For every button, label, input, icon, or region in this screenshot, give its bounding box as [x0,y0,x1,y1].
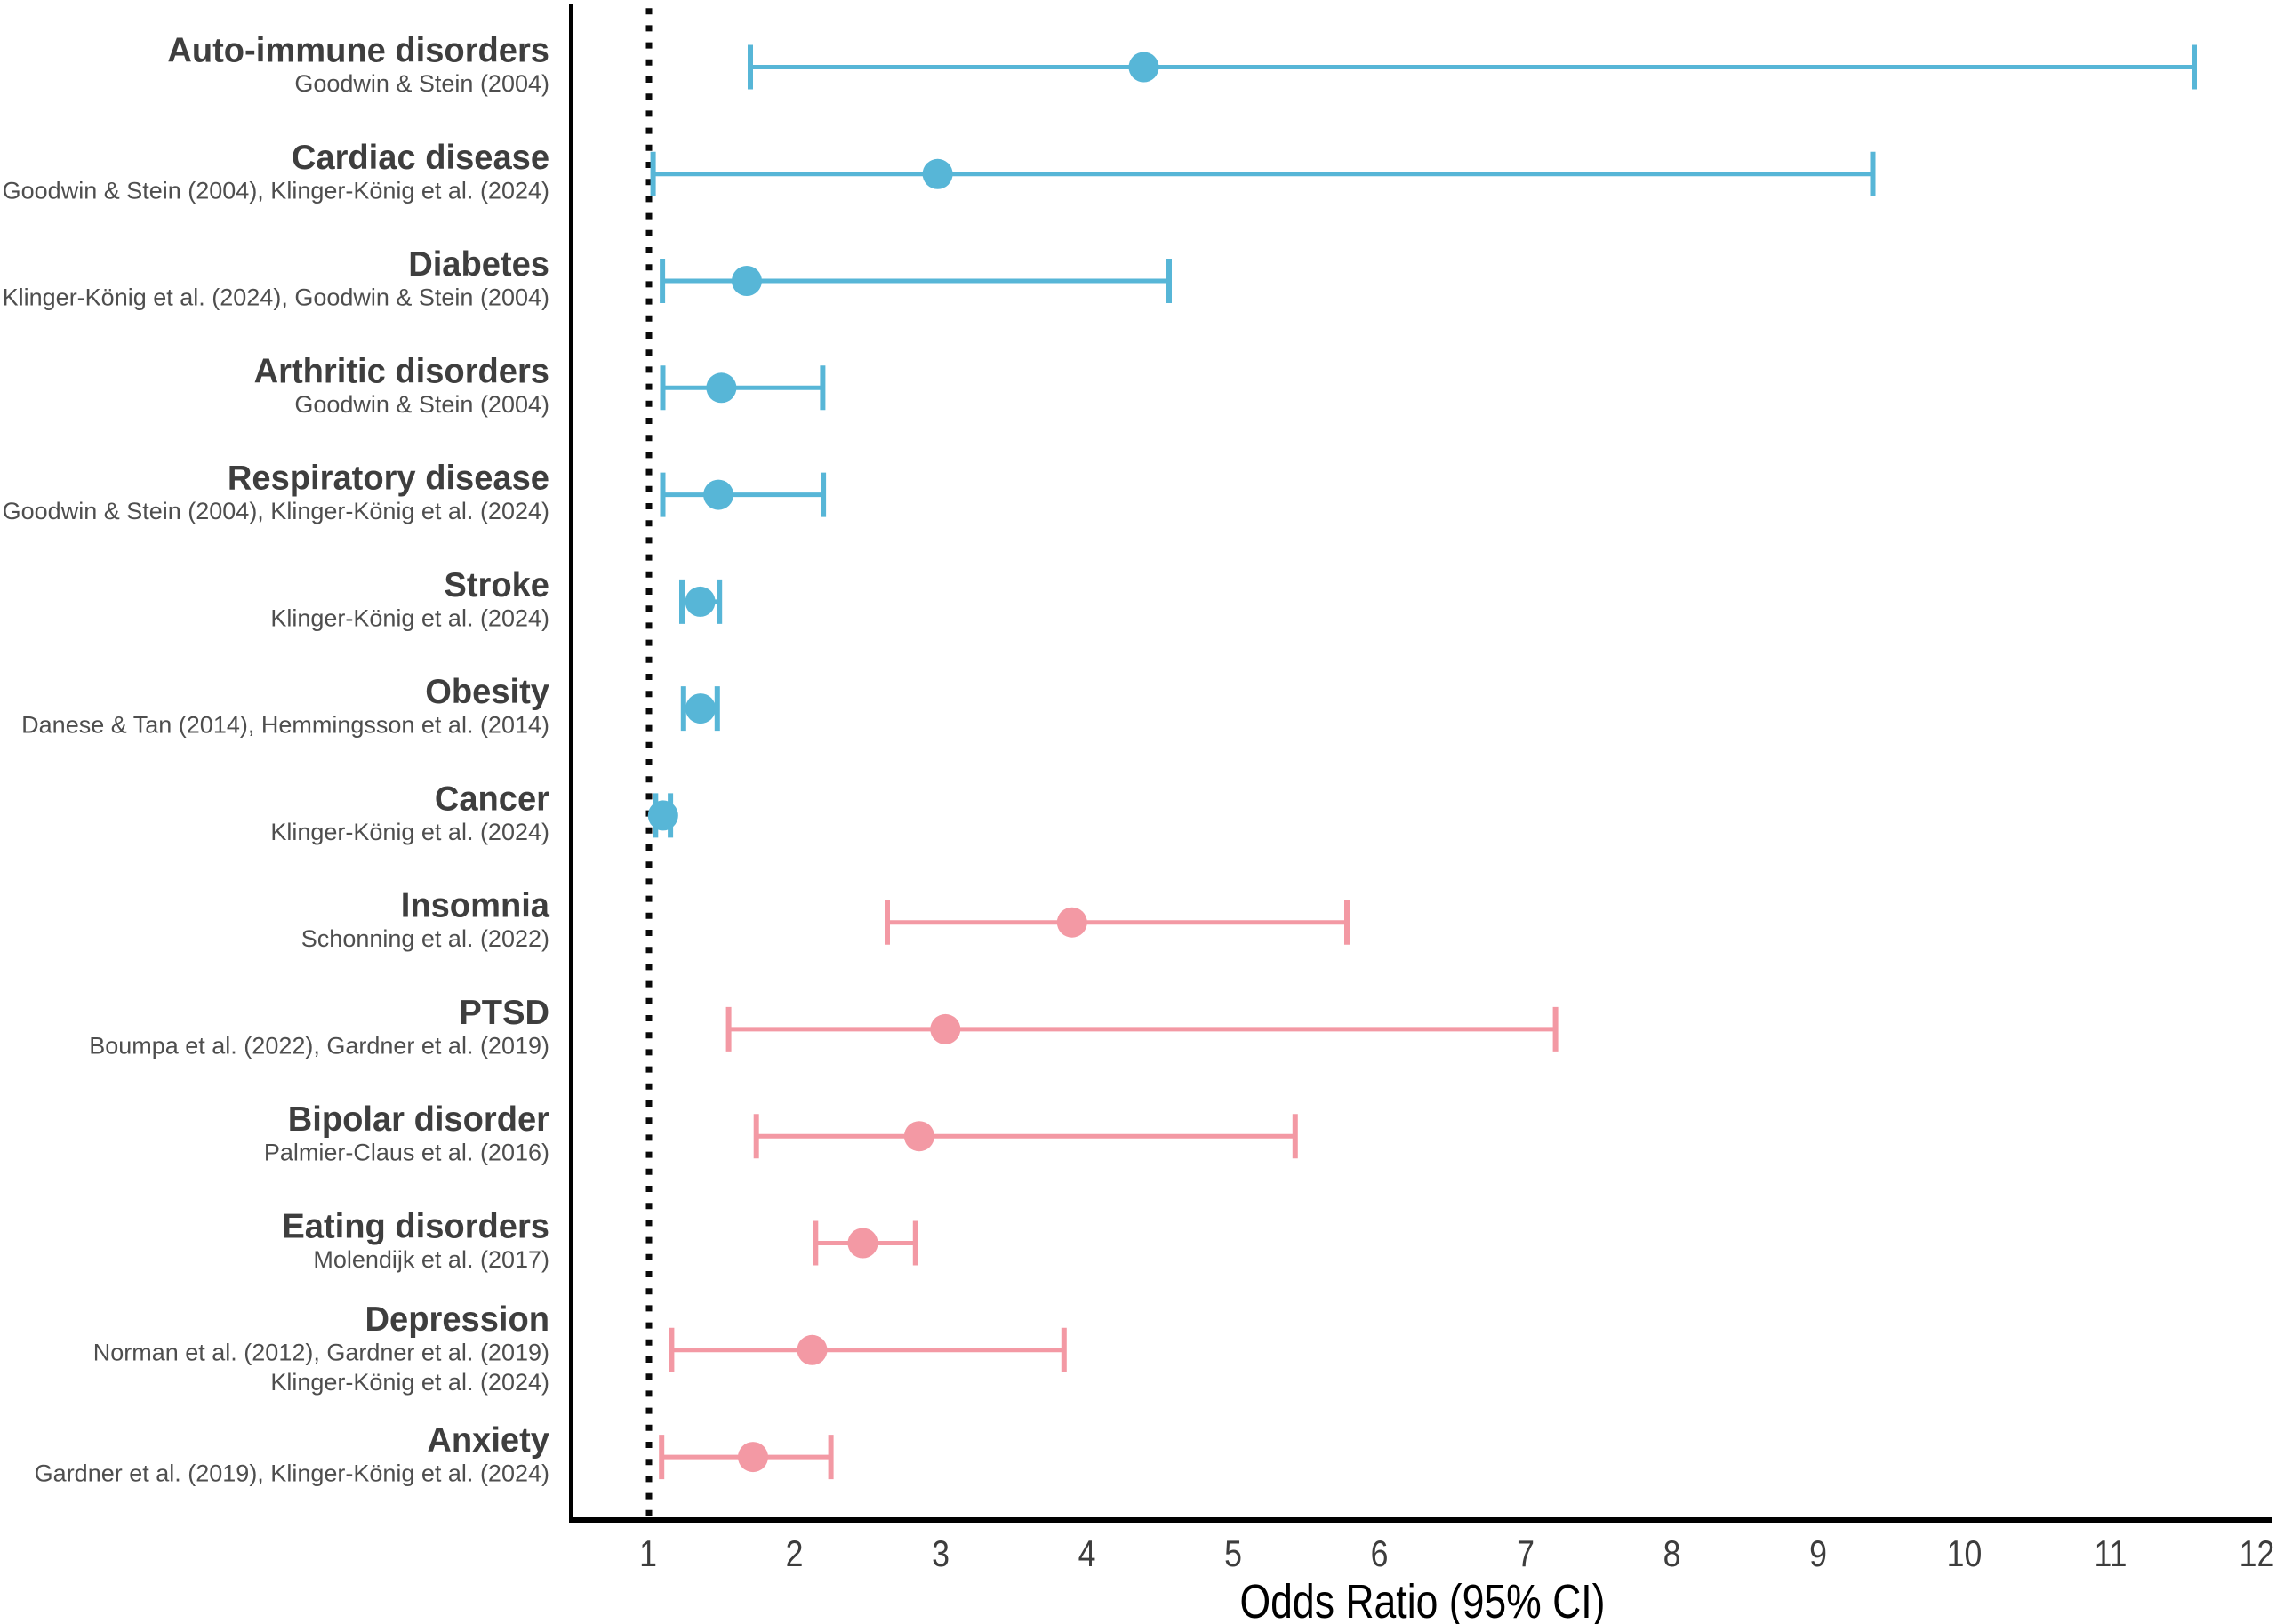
svg-text:Obesity: Obesity [425,673,549,711]
svg-text:Depression: Depression [365,1300,549,1338]
svg-text:Diabetes: Diabetes [408,245,549,284]
svg-text:Odds Ratio (95% CI): Odds Ratio (95% CI) [1240,1575,1606,1624]
svg-text:4: 4 [1078,1533,1096,1574]
svg-text:PTSD: PTSD [459,994,549,1032]
svg-text:Klinger-König et al. (2024), G: Klinger-König et al. (2024), Goodwin & S… [3,284,549,311]
svg-text:Danese & Tan (2014), Hemmingss: Danese & Tan (2014), Hemmingsson et al. … [21,712,549,739]
svg-text:Goodwin & Stein (2004), Klinge: Goodwin & Stein (2004), Klinger-König et… [3,177,549,204]
svg-text:Stroke: Stroke [444,566,549,604]
svg-text:9: 9 [1809,1533,1827,1574]
svg-text:1: 1 [639,1533,657,1574]
svg-text:11: 11 [2094,1533,2127,1574]
svg-text:Klinger-König et al. (2024): Klinger-König et al. (2024) [270,819,549,845]
svg-text:Klinger-König et al. (2024): Klinger-König et al. (2024) [270,1369,549,1396]
svg-text:10: 10 [1947,1533,1983,1574]
svg-text:Insomnia: Insomnia [401,886,550,924]
svg-text:Cardiac disease: Cardiac disease [292,138,549,176]
svg-text:5: 5 [1224,1533,1242,1574]
svg-text:Bipolar disorder: Bipolar disorder [288,1100,549,1139]
svg-text:Boumpa et al. (2022), Gardner: Boumpa et al. (2022), Gardner et al. (20… [89,1032,549,1059]
svg-text:Eating disorders: Eating disorders [282,1207,549,1245]
svg-text:6: 6 [1371,1533,1389,1574]
svg-text:Goodwin & Stein (2004), Klinge: Goodwin & Stein (2004), Klinger-König et… [3,498,549,524]
svg-text:12: 12 [2240,1533,2275,1574]
svg-text:Klinger-König et al. (2024): Klinger-König et al. (2024) [270,604,549,631]
svg-text:2: 2 [786,1533,804,1574]
svg-text:Anxiety: Anxiety [427,1421,549,1460]
svg-text:Auto-immune disorders: Auto-immune disorders [167,31,549,69]
svg-text:Cancer: Cancer [435,780,549,818]
svg-text:Schonning et al. (2022): Schonning et al. (2022) [301,925,549,952]
svg-text:7: 7 [1517,1533,1535,1574]
svg-text:Norman et al. (2012), Gardner: Norman et al. (2012), Gardner et al. (20… [93,1339,549,1365]
svg-text:Goodwin & Stein (2004): Goodwin & Stein (2004) [294,391,549,418]
svg-text:Palmier-Claus et al. (2016): Palmier-Claus et al. (2016) [264,1140,549,1166]
svg-text:Goodwin & Stein (2004): Goodwin & Stein (2004) [294,70,549,97]
svg-text:Molendijk et al. (2017): Molendijk et al. (2017) [313,1246,549,1273]
svg-text:Gardner et al. (2019), Klinger: Gardner et al. (2019), Klinger-König et … [35,1460,549,1487]
svg-text:Respiratory disease: Respiratory disease [228,459,549,497]
svg-text:3: 3 [932,1533,950,1574]
svg-text:8: 8 [1663,1533,1681,1574]
svg-text:Arthritic disorders: Arthritic disorders [254,352,549,390]
